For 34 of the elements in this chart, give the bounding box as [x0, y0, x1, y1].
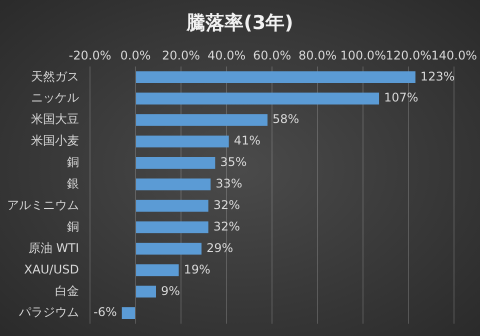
data-label: 33%	[216, 176, 242, 190]
y-tick-label: 米国大豆	[31, 112, 79, 126]
y-tick-label: 原油 WTI	[28, 240, 79, 255]
chart-title: 騰落率(3年)	[185, 11, 294, 36]
x-tick-label: 20.0%	[162, 48, 200, 62]
x-tick-label: 40.0%	[207, 48, 246, 62]
data-label: 123%	[420, 69, 455, 84]
y-tick-label: パラジウム	[18, 305, 79, 320]
y-tick-label: アルミニウム	[7, 198, 79, 212]
y-tick-label: 天然ガス	[31, 69, 79, 84]
data-label: 41%	[234, 134, 260, 148]
data-label: 32%	[213, 219, 240, 234]
y-tick-label: ニッケル	[31, 90, 79, 105]
data-label: 9%	[160, 284, 180, 298]
y-tick-label: 銀	[67, 176, 79, 190]
y-tick-label: 米国小麦	[31, 134, 79, 148]
x-tick-label: 140.0%	[431, 48, 478, 62]
x-tick-label: -20.0%	[68, 48, 112, 62]
data-label: 58%	[272, 112, 300, 126]
data-label: 107%	[384, 90, 418, 105]
y-tick-label: 白金	[55, 284, 79, 298]
y-tick-label: XAU/USD	[24, 262, 79, 276]
data-label: 32%	[213, 198, 240, 212]
x-tick-label: 100.0%	[340, 48, 386, 62]
y-tick-label: 銅	[67, 155, 79, 170]
data-label: 29%	[206, 240, 234, 255]
y-tick-label: 銅	[67, 219, 79, 234]
x-tick-label: 80.0%	[298, 48, 337, 62]
data-label: 19%	[184, 262, 210, 276]
data-label: -6%	[93, 305, 117, 320]
data-label: 35%	[220, 155, 247, 170]
x-tick-label: 0.0%	[120, 48, 151, 62]
x-tick-label: 120.0%	[386, 48, 432, 62]
x-tick-label: 60.0%	[253, 48, 292, 62]
